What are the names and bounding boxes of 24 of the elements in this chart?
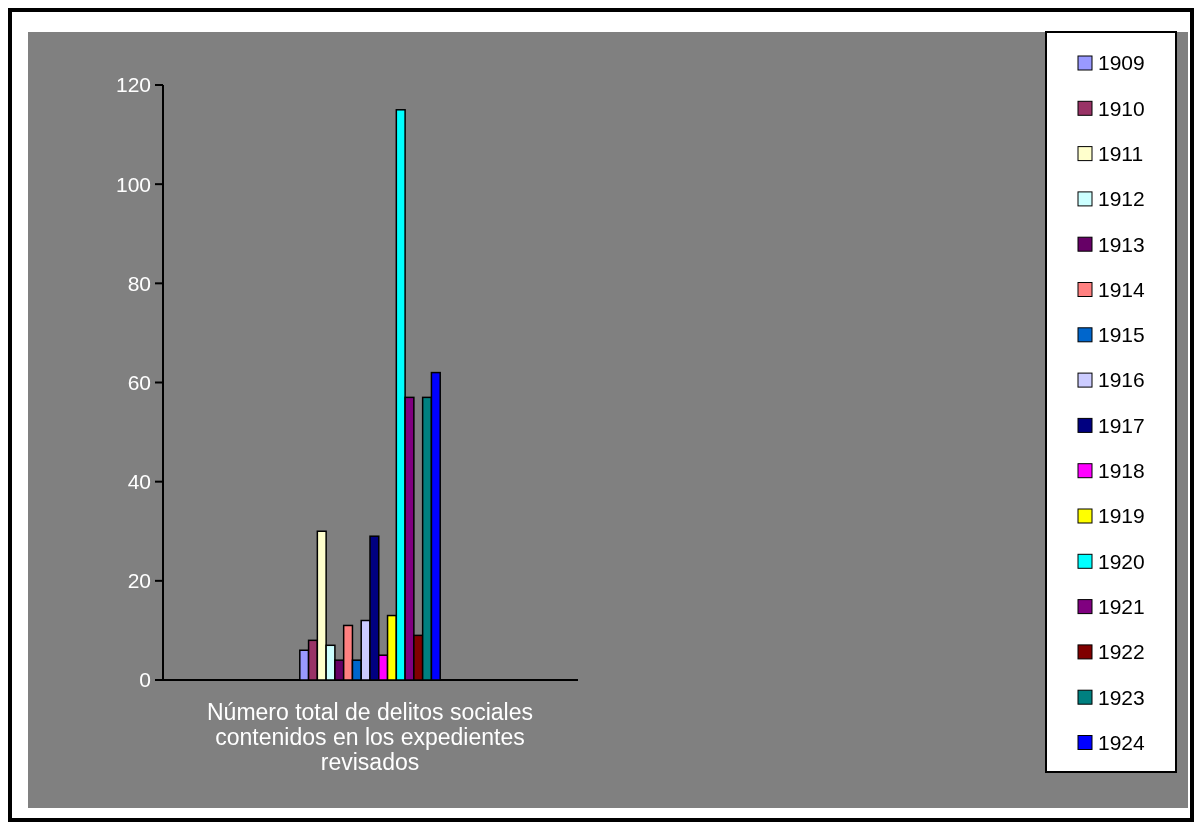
legend-label: 1914 bbox=[1098, 277, 1146, 301]
legend-label: 1911 bbox=[1098, 141, 1144, 165]
y-tick-label: 0 bbox=[139, 668, 151, 692]
legend-label: 1922 bbox=[1098, 640, 1145, 664]
y-tick-label: 40 bbox=[127, 470, 151, 494]
legend-label: 1909 bbox=[1098, 51, 1145, 75]
legend-label: 1916 bbox=[1098, 368, 1145, 392]
legend-label: 1917 bbox=[1098, 413, 1145, 437]
legend-label: 1919 bbox=[1098, 504, 1145, 528]
legend-label: 1910 bbox=[1098, 96, 1145, 120]
legend-label: 1923 bbox=[1098, 685, 1145, 709]
legend-label: 1918 bbox=[1098, 459, 1145, 483]
legend-label: 1921 bbox=[1098, 594, 1145, 618]
y-tick-label: 120 bbox=[115, 73, 151, 97]
y-tick-label: 100 bbox=[115, 172, 151, 196]
legend-label: 1912 bbox=[1098, 187, 1145, 211]
x-tick-label: Número total de delitos sociales contenidos en los expedientes revisados bbox=[207, 699, 533, 775]
y-tick-label: 80 bbox=[127, 271, 151, 295]
legend-label: 1920 bbox=[1098, 549, 1145, 573]
legend-label: 1924 bbox=[1098, 730, 1146, 754]
y-tick-label: 20 bbox=[127, 569, 151, 593]
legend-label: 1915 bbox=[1098, 323, 1145, 347]
legend-label: 1913 bbox=[1098, 232, 1145, 256]
y-tick-label: 60 bbox=[127, 370, 151, 394]
